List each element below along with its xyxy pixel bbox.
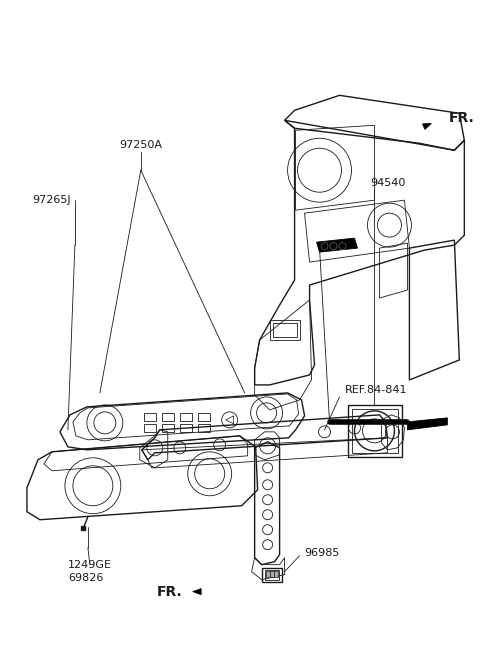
Text: FR.: FR. [157,584,183,599]
Bar [198,424,210,432]
Bar [270,320,300,340]
Text: FR.: FR. [448,112,474,125]
Circle shape [321,243,328,250]
Polygon shape [316,238,358,252]
Polygon shape [408,418,447,430]
Text: REF.84-841: REF.84-841 [345,385,407,395]
Bar [348,405,402,457]
Bar [144,424,156,432]
Circle shape [330,243,337,250]
Text: 69826: 69826 [68,573,103,583]
Bar [274,571,277,577]
Bar [273,323,297,337]
Bar [180,413,192,421]
Bar [351,409,398,453]
Text: 97265J: 97265J [32,195,71,205]
Bar [180,424,192,432]
Bar [270,571,274,577]
Text: 96985: 96985 [305,548,340,558]
Bar [262,567,282,582]
Bar [198,413,210,421]
Text: 94540: 94540 [371,178,406,188]
Polygon shape [193,588,201,595]
Text: 97250A: 97250A [120,140,162,150]
Circle shape [339,243,346,250]
Bar [264,569,278,580]
Bar [144,413,156,421]
Polygon shape [422,123,432,129]
Bar [265,571,270,577]
Text: 1249GE: 1249GE [68,560,112,569]
Bar [162,413,174,421]
Bar [162,424,174,432]
